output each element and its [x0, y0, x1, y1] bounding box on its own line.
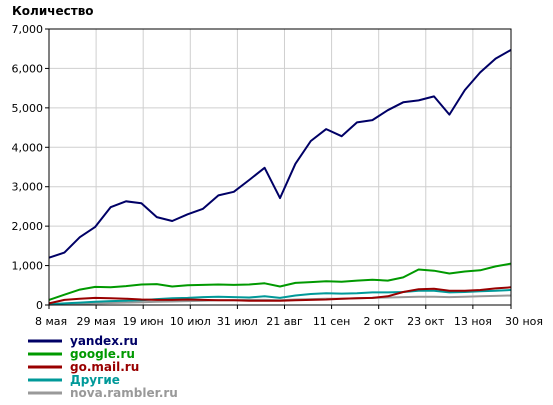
plot-frame: [48, 28, 512, 306]
x-tick-label: 19 июн: [123, 315, 164, 328]
x-tick-label: 2 окт: [364, 315, 395, 328]
x-tick-label: 23 окт: [407, 315, 445, 328]
y-tick-label: 7,000: [12, 23, 44, 36]
grid: [49, 29, 511, 305]
y-tick-label: 3,000: [12, 181, 44, 194]
legend-label: go.mail.ru: [70, 360, 139, 374]
y-tick-label: 1,000: [12, 260, 44, 273]
x-tick-label: 31 июл: [217, 315, 258, 328]
x-tick-label: 30 ноя: [505, 315, 543, 328]
x-tick-label: 29 мая: [77, 315, 116, 328]
y-tick-label: 4,000: [12, 141, 44, 154]
y-tick-label: 6,000: [12, 62, 44, 75]
x-tick-label: 10 июл: [170, 315, 211, 328]
x-tick-label: 11 сен: [313, 315, 351, 328]
y-tick-label: 0: [36, 299, 43, 312]
x-tick-label: 13 ноя: [454, 315, 492, 328]
legend: yandex.rugoogle.rugo.mail.ruДругиеnova.r…: [28, 334, 178, 400]
series-line-другие: [48, 289, 512, 306]
legend-label: yandex.ru: [70, 334, 138, 348]
x-tick-label: 8 мая: [35, 315, 67, 328]
legend-label: google.ru: [70, 347, 135, 361]
series-line-yandex-ru: [48, 49, 512, 259]
y-tick-label: 5,000: [12, 102, 44, 115]
y-tick-label: 2,000: [12, 220, 44, 233]
legend-label: Другие: [70, 373, 120, 387]
legend-label: nova.rambler.ru: [70, 386, 178, 400]
series-line-google-ru: [48, 262, 512, 301]
series-lines: [48, 49, 512, 306]
series-line-go-mail-ru: [48, 286, 512, 305]
chart-title: Количество: [12, 4, 94, 18]
y-axis-ticks: 0 1,000 2,000 3,000 4,000 5,000 6,000 7,000: [12, 23, 49, 312]
x-axis-ticks: 8 мая 29 мая 19 июн 10 июл 31 июл 21 авг 11 се…: [35, 305, 543, 328]
x-tick-label: 21 авг: [266, 315, 303, 328]
